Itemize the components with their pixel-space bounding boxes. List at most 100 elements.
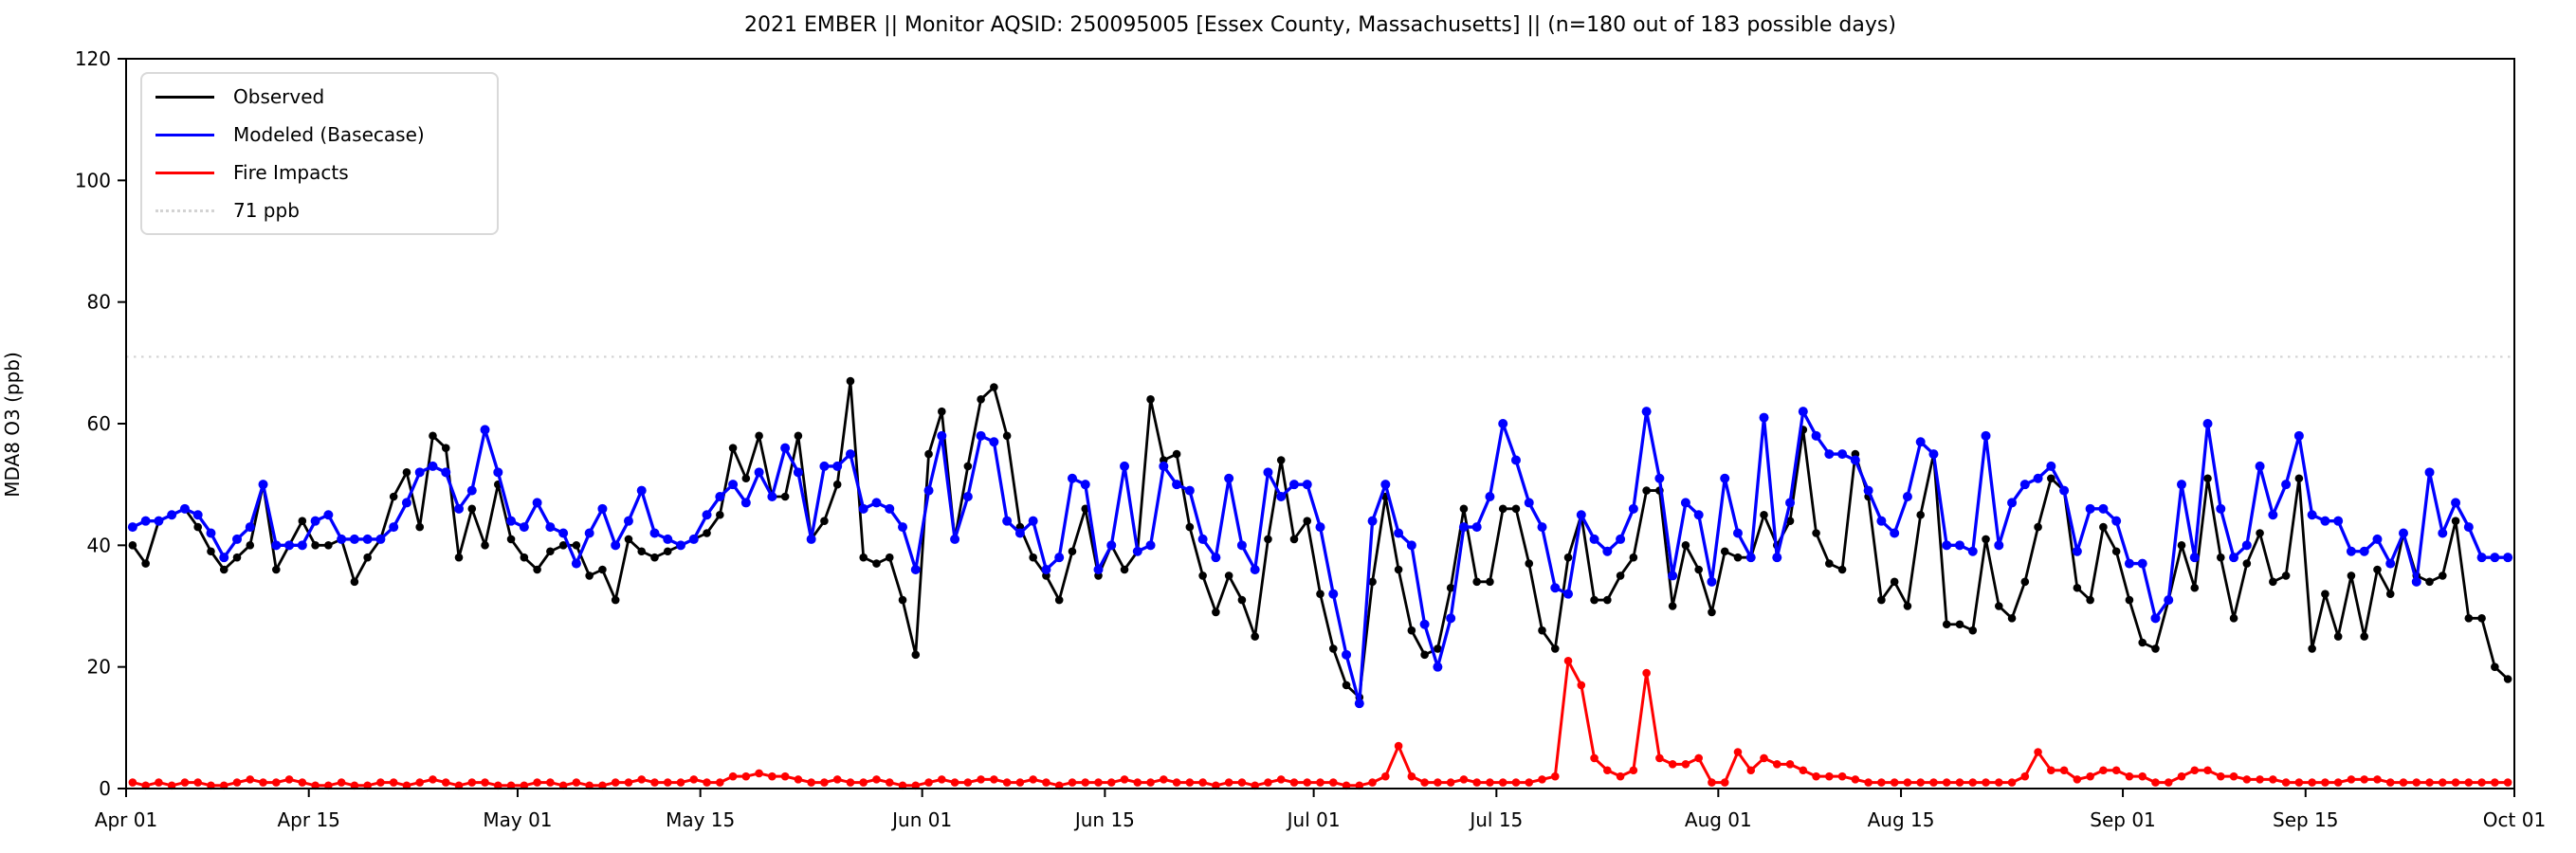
data-point-modeled-basecase: [545, 522, 556, 533]
data-point-fire-impacts: [1616, 771, 1625, 781]
data-point-modeled-basecase: [179, 503, 190, 514]
data-point-fire-impacts: [1772, 760, 1781, 769]
data-point-modeled-basecase: [1863, 485, 1873, 496]
data-point-observed: [2216, 553, 2225, 562]
data-point-fire-impacts: [1394, 741, 1403, 751]
data-point-observed: [1890, 577, 1899, 587]
data-point-modeled-basecase: [1954, 540, 1964, 551]
data-point-modeled-basecase: [937, 430, 947, 441]
data-point-observed: [193, 522, 203, 532]
data-point-modeled-basecase: [1537, 522, 1547, 533]
data-point-fire-impacts: [807, 778, 815, 787]
data-point-modeled-basecase: [297, 540, 307, 551]
data-point-fire-impacts: [676, 778, 685, 787]
data-point-observed: [872, 559, 881, 568]
data-point-fire-impacts: [193, 778, 203, 787]
data-point-modeled-basecase: [2503, 553, 2513, 563]
data-point-modeled-basecase: [2293, 430, 2304, 441]
data-point-fire-impacts: [2034, 748, 2042, 756]
data-point-observed: [2138, 638, 2147, 647]
data-point-modeled-basecase: [2229, 553, 2239, 563]
data-point-observed: [2308, 644, 2316, 653]
data-point-fire-impacts: [832, 775, 842, 784]
data-point-fire-impacts: [1733, 748, 1743, 756]
x-tick-label: Jun 15: [1073, 808, 1135, 831]
data-point-modeled-basecase: [1510, 455, 1521, 465]
data-point-fire-impacts: [2399, 778, 2408, 787]
data-point-observed: [1212, 608, 1220, 617]
data-point-fire-impacts: [2059, 766, 2069, 775]
data-point-observed: [1328, 644, 1338, 653]
data-point-observed: [2438, 572, 2447, 580]
data-point-observed: [2073, 583, 2082, 592]
data-point-fire-impacts: [1785, 760, 1795, 769]
data-point-observed: [1942, 620, 1951, 629]
legend-label-modeled-basecase: Modeled (Basecase): [233, 123, 425, 146]
data-point-observed: [624, 535, 633, 544]
data-point-fire-impacts: [1603, 766, 1612, 775]
data-point-fire-impacts: [950, 778, 959, 787]
data-point-observed: [207, 547, 215, 556]
data-point-observed: [2034, 522, 2042, 532]
data-point-modeled-basecase: [1616, 534, 1626, 544]
data-point-modeled-basecase: [454, 503, 465, 514]
data-point-fire-impacts: [2412, 778, 2421, 787]
data-point-fire-impacts: [1172, 778, 1181, 787]
data-point-observed: [1681, 541, 1690, 550]
data-point-modeled-basecase: [2411, 576, 2421, 587]
data-point-modeled-basecase: [728, 480, 739, 490]
data-point-modeled-basecase: [232, 534, 243, 544]
data-point-observed: [324, 541, 333, 550]
data-point-observed: [2020, 577, 2030, 587]
data-point-modeled-basecase: [1406, 540, 1416, 551]
x-tick-label: Apr 15: [278, 808, 340, 831]
data-point-modeled-basecase: [1041, 565, 1051, 574]
data-point-observed: [924, 449, 933, 459]
x-tick-label: May 15: [666, 808, 735, 831]
legend-item-observed: Observed: [142, 78, 497, 116]
data-point-fire-impacts: [1029, 775, 1037, 784]
y-tick-label: 100: [75, 169, 111, 191]
data-point-fire-impacts: [1982, 778, 1990, 787]
data-point-modeled-basecase: [1798, 407, 1808, 417]
data-point-fire-impacts: [2216, 771, 2225, 781]
data-point-modeled-basecase: [1236, 540, 1247, 551]
data-point-modeled-basecase: [506, 516, 517, 526]
data-point-modeled-basecase: [1498, 419, 1508, 428]
data-point-modeled-basecase: [2216, 503, 2226, 514]
data-point-modeled-basecase: [558, 528, 569, 538]
data-point-modeled-basecase: [1419, 619, 1430, 629]
data-point-modeled-basecase: [2150, 613, 2161, 624]
data-point-fire-impacts: [1760, 753, 1768, 763]
data-point-observed: [1054, 595, 1064, 605]
data-point-fire-impacts: [2073, 775, 2082, 784]
data-point-observed: [1459, 504, 1469, 514]
data-point-modeled-basecase: [219, 553, 229, 563]
y-tick-label: 0: [99, 777, 111, 800]
data-point-modeled-basecase: [571, 558, 581, 569]
data-point-observed: [716, 510, 724, 519]
data-point-modeled-basecase: [2085, 503, 2095, 514]
data-point-observed: [1708, 608, 1716, 617]
data-point-fire-impacts: [1799, 766, 1808, 775]
data-point-fire-impacts: [820, 778, 829, 787]
data-point-fire-impacts: [624, 778, 633, 787]
data-point-observed: [1420, 650, 1429, 660]
data-point-modeled-basecase: [493, 467, 503, 478]
data-point-observed: [1812, 529, 1820, 537]
data-point-observed: [1825, 559, 1834, 568]
data-point-modeled-basecase: [1876, 516, 1887, 526]
data-point-fire-impacts: [2125, 771, 2134, 781]
data-point-modeled-basecase: [1067, 473, 1077, 483]
data-point-modeled-basecase: [1811, 430, 1821, 441]
legend-label-71-ppb: 71 ppb: [233, 199, 300, 222]
data-point-modeled-basecase: [1576, 510, 1586, 520]
data-point-modeled-basecase: [1745, 553, 1756, 563]
data-point-observed: [1434, 644, 1442, 653]
data-point-fire-impacts: [1133, 778, 1142, 787]
data-point-fire-impacts: [2086, 771, 2094, 781]
data-point-fire-impacts: [2438, 778, 2447, 787]
data-point-observed: [1237, 595, 1247, 605]
data-point-observed: [1955, 620, 1964, 629]
data-point-observed: [1629, 553, 1638, 562]
